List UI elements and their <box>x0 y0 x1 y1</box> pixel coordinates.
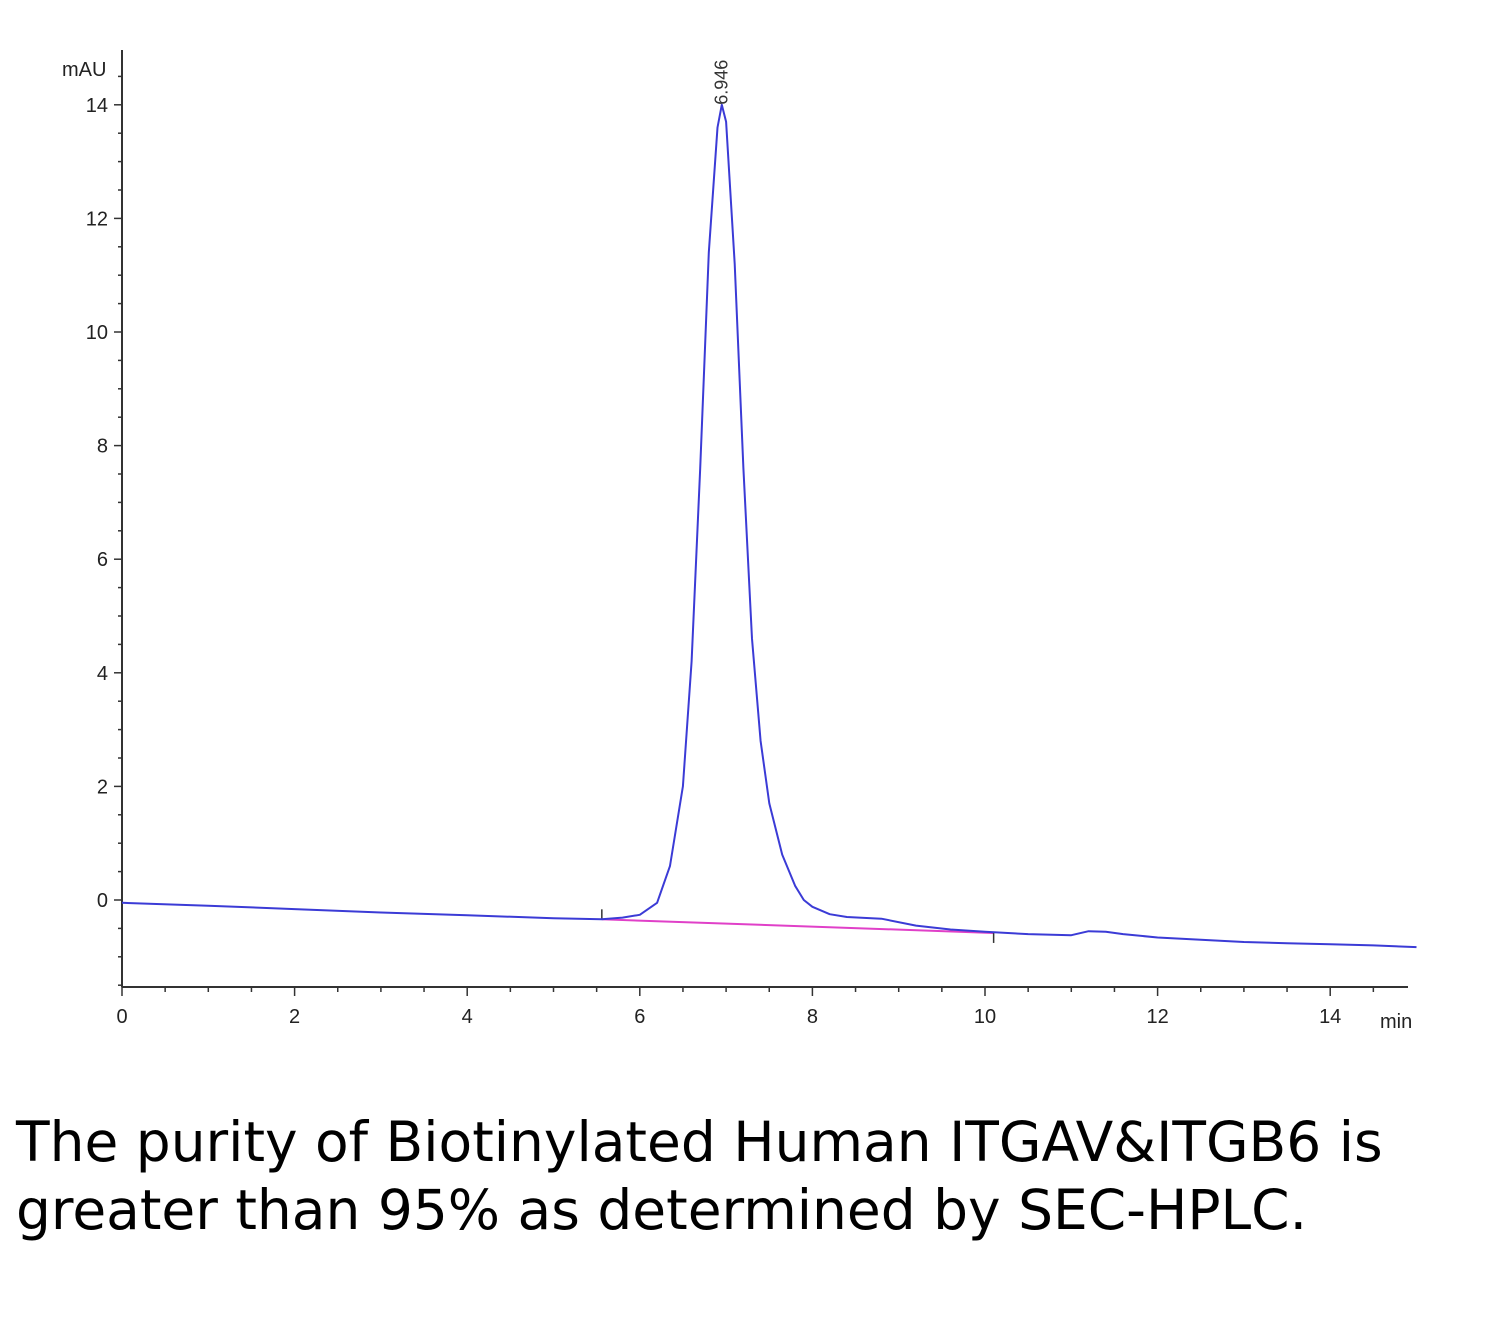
y-tick-label: 8 <box>97 436 108 458</box>
integration-baseline <box>601 918 994 934</box>
x-tick-label: 12 <box>1146 1006 1168 1028</box>
y-tick-label: 0 <box>97 890 108 912</box>
y-tick-label: 4 <box>97 663 108 685</box>
x-tick-label: 14 <box>1319 1006 1341 1028</box>
x-axis-unit-label: min <box>1380 1011 1412 1033</box>
y-tick-label: 2 <box>97 776 108 798</box>
x-tick-label: 2 <box>289 1006 300 1028</box>
y-tick-label: 10 <box>86 322 108 344</box>
x-tick-label: 4 <box>462 1006 473 1028</box>
x-tick-label: 6 <box>634 1006 645 1028</box>
chart-ticks: 0 2 4 6 8 10 12 14 0 2 4 6 8 10 12 14 <box>86 75 1375 1028</box>
y-tick-label: 6 <box>97 549 108 571</box>
figure-caption: The purity of Biotinylated Human ITGAV&I… <box>16 1110 1383 1242</box>
y-tick-label: 12 <box>86 208 108 230</box>
y-tick-label: 14 <box>86 95 108 117</box>
x-tick-label: 8 <box>807 1006 818 1028</box>
x-tick-label: 0 <box>116 1006 127 1028</box>
chromatogram-chart: 0 2 4 6 8 10 12 14 0 2 4 6 8 10 12 14 6.946 mAU min <box>62 50 1417 1033</box>
chart-axes <box>121 50 1408 988</box>
chromatogram-trace <box>121 103 1417 949</box>
x-tick-label: 10 <box>974 1006 996 1028</box>
peak-retention-label: 6.946 <box>711 60 731 105</box>
chart-plot-area: 6.946 <box>121 60 1417 949</box>
y-axis-unit-label: mAU <box>62 59 106 81</box>
